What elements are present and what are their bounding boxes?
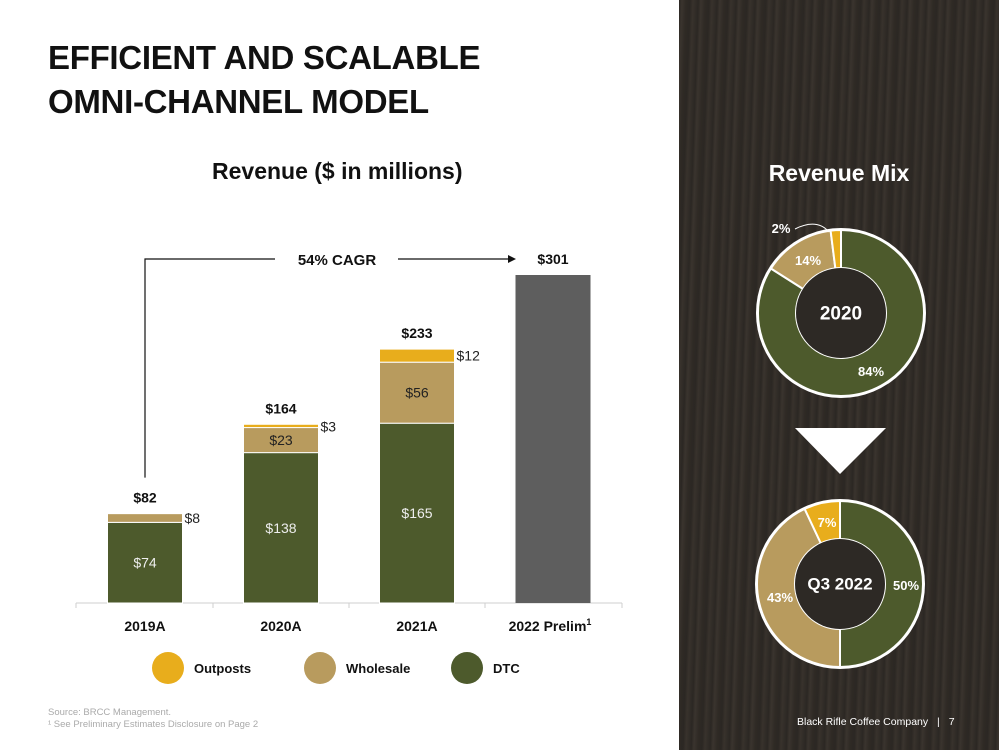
bar-total-2019A: $82	[133, 490, 157, 506]
source-line-1: Source: BRCC Management.	[48, 707, 172, 718]
bar-outposts-2020A	[243, 423, 319, 429]
donut-q3-2022: Q3 2022 50% 43% 7%	[755, 428, 925, 669]
category-footnote: 1	[586, 617, 591, 627]
legend-swatch-outposts	[152, 652, 184, 684]
legend-outposts: Outposts	[152, 652, 251, 684]
bar-outposts-2021A	[379, 348, 455, 363]
donut-value-label-dtc: 50%	[893, 578, 919, 593]
revenue-bar-chart: $74 $8 $82 $138 $23 $3 $164 $165 $56 $12 $233 $301 2…	[75, 251, 623, 634]
bar-total-2022: $301	[537, 251, 568, 267]
cagr-arrowhead	[508, 255, 516, 263]
bar-wholesale-2021A	[379, 361, 455, 424]
chart-title: Revenue ($ in millions)	[212, 158, 463, 184]
category-label-0: 2019A	[124, 618, 165, 634]
footer-separator: |	[937, 716, 940, 728]
donut-center-label: 2020	[820, 303, 862, 324]
bar-dtc-2021A	[379, 422, 455, 604]
bar-wholesale-2020A	[243, 427, 319, 454]
legend-swatch-dtc	[451, 652, 483, 684]
bar-label-dtc-2020A: $138	[265, 520, 296, 536]
bar-prelim-2022	[515, 275, 591, 603]
donut-center-label: Q3 2022	[807, 575, 872, 594]
title-line-1: EFFICIENT AND SCALABLE	[48, 39, 481, 76]
bar-label-wholesale-2019A: $8	[185, 510, 201, 526]
donut-leader-outposts	[794, 223, 830, 233]
legend-label-wholesale: Wholesale	[346, 660, 411, 676]
title-line-2: OMNI-CHANNEL MODEL	[48, 83, 429, 120]
donut-hole	[796, 268, 886, 358]
footer: Black Rifle Coffee Company | 7	[797, 716, 955, 728]
legend-label-outposts: Outposts	[194, 660, 252, 676]
bar-label-dtc-2019A: $74	[133, 555, 157, 571]
source-note: Source: BRCC Management. ¹ See Prelimina…	[48, 707, 258, 731]
panel-title: Revenue Mix	[768, 160, 910, 186]
donut-value-label-outposts: 2%	[772, 221, 791, 236]
bar-dtc-2019A	[107, 521, 183, 604]
legend-wholesale: Wholesale	[304, 652, 410, 684]
bar-wholesale-2019A	[107, 513, 183, 523]
donut-value-label-wholesale: 43%	[767, 590, 793, 605]
slide-title: EFFICIENT AND SCALABLE OMNI-CHANNEL MODE…	[48, 36, 480, 124]
donut-2020: 2020 84% 14% 2%	[756, 221, 926, 398]
bar-label-outposts-2021A: $12	[457, 348, 481, 364]
down-arrow-icon	[795, 428, 886, 474]
category-label-2: 2021A	[396, 618, 437, 634]
bar-label-wholesale-2020A: $23	[269, 432, 293, 448]
bar-dtc-2020A	[243, 452, 319, 604]
source-line-2: ¹ See Preliminary Estimates Disclosure o…	[48, 719, 259, 730]
legend-swatch-wholesale	[304, 652, 336, 684]
bar-label-dtc-2021A: $165	[401, 505, 432, 521]
revenue-mix-panel: Revenue Mix 2020 84% 14% 2% Q3 2022 50% 43% 7%	[679, 0, 999, 750]
bar-total-2020A: $164	[265, 400, 296, 416]
cagr-connector-left	[144, 258, 275, 478]
donut-value-label-wholesale: 14%	[795, 253, 821, 268]
bar-label-outposts-2020A: $3	[321, 418, 337, 434]
bar-total-2021A: $233	[401, 325, 432, 341]
footer-company: Black Rifle Coffee Company	[797, 716, 929, 728]
legend-dtc: DTC	[451, 652, 520, 684]
category-label-1: 2020A	[260, 618, 301, 634]
donut-value-label-outposts: 7%	[818, 515, 837, 530]
donut-value-label-dtc: 84%	[858, 364, 884, 379]
legend-label-dtc: DTC	[493, 660, 520, 676]
category-label-3: 2022 Prelim1	[509, 617, 592, 634]
page-number: 7	[948, 716, 955, 728]
donut-hole	[795, 539, 885, 629]
cagr-label: 54% CAGR	[298, 252, 377, 269]
bar-label-wholesale-2021A: $56	[405, 385, 429, 401]
